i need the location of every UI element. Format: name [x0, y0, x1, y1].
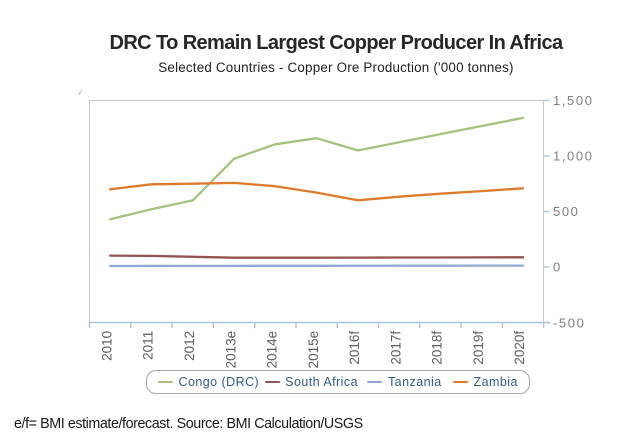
- svg-text:2013e: 2013e: [223, 331, 238, 369]
- svg-text:0: 0: [553, 260, 562, 275]
- svg-text:2010: 2010: [99, 331, 114, 361]
- svg-text:2017f: 2017f: [388, 331, 403, 365]
- svg-text:2018f: 2018f: [430, 331, 445, 365]
- svg-text:1,000: 1,000: [553, 149, 594, 164]
- svg-text:2012: 2012: [182, 331, 197, 361]
- svg-text:2015e: 2015e: [306, 331, 321, 369]
- svg-text:2016f: 2016f: [347, 331, 362, 365]
- svg-text:2014e: 2014e: [265, 331, 280, 369]
- svg-text:500: 500: [553, 204, 580, 219]
- svg-text:-500: -500: [553, 315, 585, 330]
- svg-text:1,500: 1,500: [553, 93, 594, 108]
- svg-text:2011: 2011: [141, 331, 156, 360]
- svg-text:2019f: 2019f: [471, 331, 486, 365]
- svg-text:2020f: 2020f: [512, 331, 527, 365]
